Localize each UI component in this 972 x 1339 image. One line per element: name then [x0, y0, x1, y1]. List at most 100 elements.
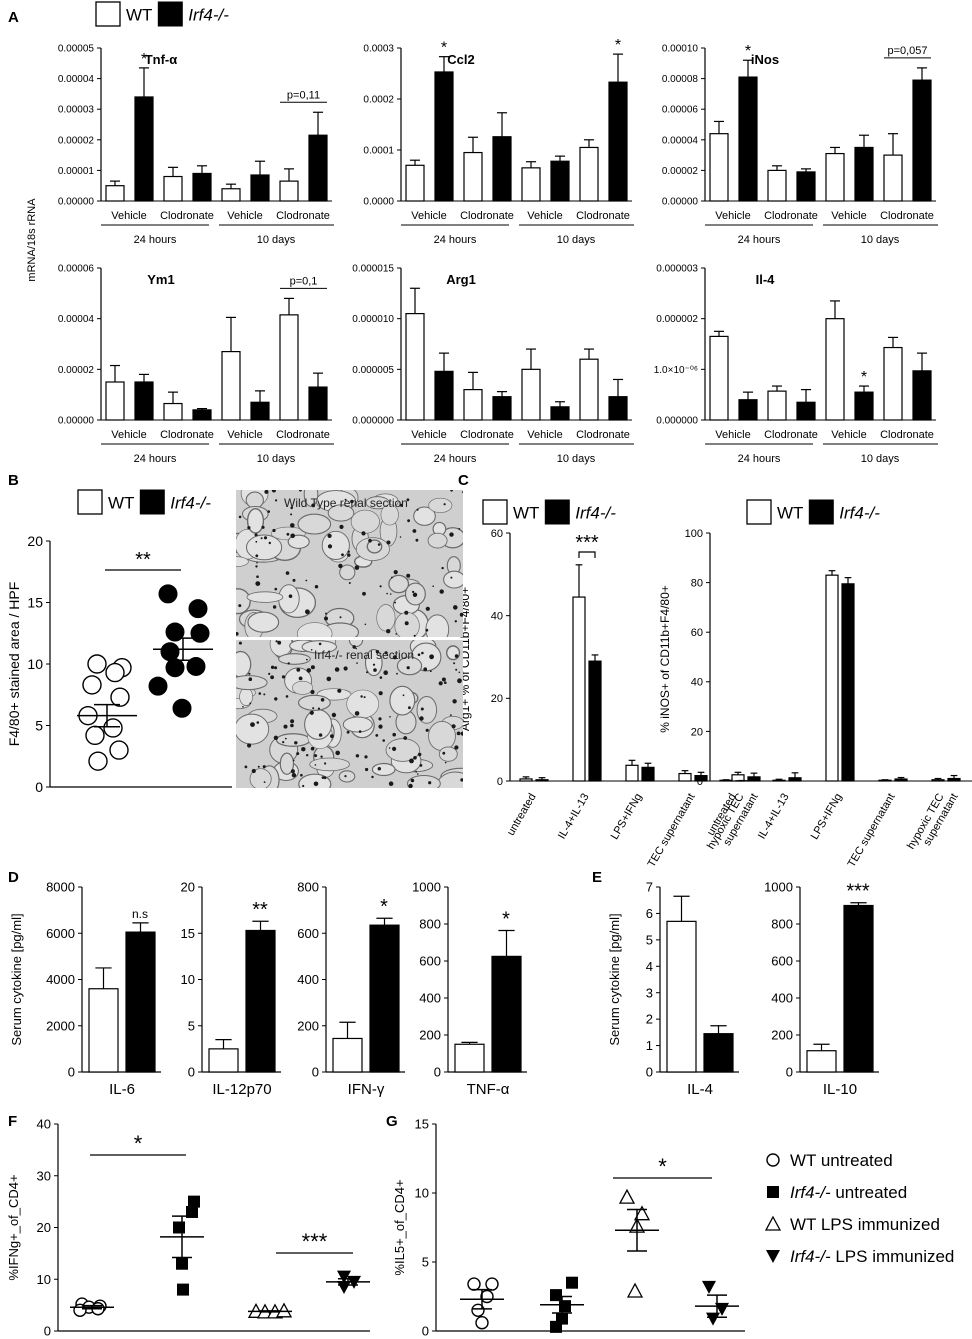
legend-b-ko-swatch — [139, 489, 165, 515]
panel-b-wt-point — [87, 654, 107, 674]
panel-a-chart-4-group-label: Vehicle — [111, 429, 146, 441]
panel-c-inos-y-label: % iNOS+ of CD11b+F4/80+ — [658, 585, 672, 733]
panel-d-ifng-ko-bar — [369, 924, 400, 1073]
panel-a-chart-1-y-tick-label: 0.00001 — [58, 166, 95, 177]
panel-a-chart-3-bar — [767, 169, 787, 202]
panel-d-tnfa-wt-bar — [454, 1043, 485, 1073]
panel-a-chart-1-title: Tnf-α — [145, 52, 178, 67]
panel-a-chart-1-y-tick-label: 0.00005 — [58, 44, 95, 55]
panel-a-chart-1-bar — [221, 188, 241, 202]
panel-a-chart-6-group-label: Vehicle — [831, 429, 866, 441]
legend-c-right-ko-swatch — [808, 499, 834, 525]
panel-c-arg1-category-label: untreated — [505, 792, 539, 838]
panel-letter-A: A — [8, 9, 19, 26]
panel-g-point — [702, 1280, 716, 1294]
panel-a-chart-2-time-label: 10 days — [557, 234, 596, 246]
panel-a-chart-4-y-tick-label: 0.00002 — [58, 365, 95, 376]
panel-a-chart-4-y-tick-label: 0.00004 — [58, 314, 95, 325]
panel-a-chart-6-bar — [767, 390, 787, 421]
panel-c-arg1-y-tick-label: 60 — [491, 528, 503, 540]
panel-d-il12p70-wt-bar — [208, 1048, 239, 1073]
panel-g-y-tick-label: 5 — [422, 1255, 429, 1270]
panel-a-chart-2-bar — [463, 151, 483, 202]
legend-g-marker-0 — [766, 1153, 780, 1167]
panel-a-chart-4-time-label: 24 hours — [134, 453, 177, 465]
panel-a-chart-6-bar — [738, 399, 758, 421]
panel-b-wt-point — [110, 687, 130, 707]
panel-a-chart-3-bar — [825, 152, 845, 202]
panel-a-chart-5-group-label: Clodronate — [460, 429, 514, 441]
panel-a-chart-4-bar — [105, 381, 125, 421]
panel-letter-C: C — [458, 472, 469, 489]
legend-b-ko-label: Irf4-/- — [170, 494, 211, 513]
panel-a-chart-6-group-label: Clodronate — [880, 429, 934, 441]
panel-d-il12p70-significance: ** — [252, 899, 268, 921]
legend-g-marker-1 — [767, 1186, 779, 1198]
panel-c-inos-y-tick-label: 60 — [691, 627, 703, 639]
panel-a-chart-6-y-tick-label: 0.000003 — [656, 264, 698, 275]
panel-a-chart-5-y-tick-label: 0.000000 — [352, 416, 394, 427]
legend-c-left-ko-swatch — [544, 499, 570, 525]
panel-d-tnfa-ko-bar — [491, 955, 522, 1073]
panel-c-arg1-y-tick-label: 40 — [491, 611, 503, 623]
panel-a-chart-2-y-tick-label: 0.0000 — [363, 197, 394, 208]
panel-a-chart-6-y-tick-label: 1.0×10⁻⁰⁶ — [654, 365, 698, 376]
panel-d-il6-y-tick-label: 8000 — [46, 880, 75, 895]
panel-f-significance: *** — [302, 1229, 328, 1254]
panel-f-point — [188, 1195, 200, 1208]
panel-a-chart-2-group-label: Clodronate — [576, 210, 630, 222]
legend-b-wt-swatch — [77, 489, 103, 515]
panel-c-arg1-category-label: TEC supernatant — [646, 792, 698, 870]
panel-e-il10-y-tick-label: 0 — [786, 1065, 793, 1080]
legend-g-label-2: WT LPS immunized — [790, 1215, 940, 1234]
panel-d-tnfa-y-tick-label: 800 — [419, 917, 441, 932]
panel-letter-B: B — [8, 472, 19, 489]
panel-e-il4-y-tick-label: 4 — [646, 959, 653, 974]
panel-a-chart-6-bar — [796, 401, 816, 421]
panel-c-inos-bar — [931, 779, 945, 782]
panel-a-chart-6-bar — [883, 346, 903, 421]
panel-c-arg1-category-label: LPS+IFNg — [609, 792, 645, 842]
panel-c-arg1-bar — [641, 766, 655, 782]
panel-g-point — [633, 1205, 651, 1221]
panel-a-chart-1-group-label: Clodronate — [276, 210, 330, 222]
panel-c-inos-category-label: TEC supernatant — [846, 792, 898, 870]
tissue-texture — [236, 640, 463, 788]
panel-b-y-tick-label: 10 — [27, 656, 43, 672]
panel-a-chart-1-bar — [250, 174, 270, 202]
panel-b-y-tick-label: 20 — [27, 533, 43, 549]
panel-a-chart-4-time-label: 10 days — [257, 453, 296, 465]
panel-d-il6-y-label: Serum cytokine [pg/ml] — [9, 913, 24, 1045]
panel-e-il4-y-tick-label: 6 — [646, 906, 653, 921]
panel-a-chart-2-group-label: Vehicle — [411, 210, 446, 222]
panel-a-chart-1-y-tick-label: 0.00003 — [58, 105, 95, 116]
panel-a-chart-3-group-label: Vehicle — [831, 210, 866, 222]
legend-c-left-wt-swatch — [482, 499, 508, 525]
panel-f-y-tick-label: 40 — [37, 1117, 51, 1132]
panel-f-point — [337, 1270, 351, 1284]
panel-e-il4-y-label: Serum cytokine [pg/ml] — [607, 913, 622, 1045]
panel-a-chart-1-y-tick-label: 0.00002 — [58, 135, 95, 146]
panel-e-il10-y-tick-label: 600 — [771, 954, 793, 969]
panel-a-chart-2-bar — [579, 146, 599, 202]
panel-c-arg1-category-label: IL-4+IL-13 — [556, 792, 592, 842]
panel-a-chart-2-bar — [492, 136, 512, 202]
panel-b-wt-point — [88, 751, 108, 771]
panel-f-y-tick-label: 10 — [37, 1272, 51, 1287]
panel-d-ifng-wt-bar — [332, 1037, 363, 1073]
panel-g-point — [471, 1303, 485, 1318]
panel-b-y-tick-label: 15 — [27, 594, 43, 610]
panel-g-y-tick-label: 10 — [415, 1186, 429, 1201]
panel-b-ko-point — [190, 623, 210, 643]
panel-a-chart-4-bar — [221, 351, 241, 421]
panel-a-chart-3-y-tick-label: 0.00004 — [662, 135, 699, 146]
micrograph-caption-bottom: Irf4-/- renal section — [314, 648, 415, 662]
panel-a-chart-6-time-label: 24 hours — [738, 453, 781, 465]
panel-f-y-label: %IFNg+_of_CD4+ — [6, 1174, 21, 1280]
legend-c-left-wt-label: WT — [513, 504, 539, 523]
panel-e-il10-x-label: IL-10 — [823, 1081, 857, 1098]
panel-c-inos-bar — [719, 779, 733, 782]
panel-e-il4-y-tick-label: 3 — [646, 985, 653, 1000]
panel-c-arg1-bar — [572, 596, 586, 782]
